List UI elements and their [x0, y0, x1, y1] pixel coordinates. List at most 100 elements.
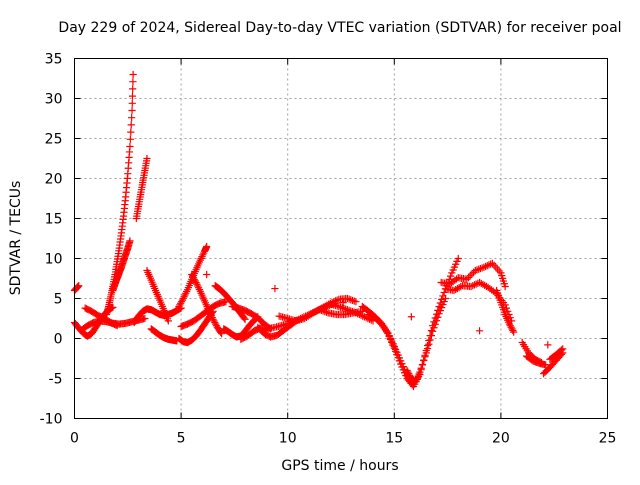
series-arc-d [81, 304, 121, 330]
data-point [388, 338, 396, 346]
data-point [112, 321, 120, 329]
data-point [542, 361, 550, 369]
series-arc-i [143, 266, 172, 325]
data-point [395, 357, 404, 365]
data-point [75, 282, 83, 290]
series-arc-j [147, 325, 181, 345]
data-point [384, 330, 392, 338]
data-point [129, 85, 137, 93]
data-point [498, 272, 506, 280]
data-point [416, 368, 424, 376]
data-point [399, 366, 407, 374]
data-point [390, 344, 398, 352]
data-point [435, 310, 443, 318]
series-arc-u [275, 294, 360, 325]
data-point [439, 300, 447, 309]
data-point [438, 304, 446, 312]
data-point [386, 335, 395, 344]
series-arc-n [177, 298, 230, 331]
y-tick-label: 35 [45, 52, 63, 68]
series-arc-f [109, 237, 134, 295]
y-tick-label: -5 [49, 372, 63, 388]
data-point [423, 344, 432, 353]
data-point [441, 294, 450, 303]
data-point [501, 282, 509, 291]
data-point [418, 360, 427, 369]
data-point [127, 121, 135, 129]
series-arc-y [365, 254, 462, 391]
data-point [449, 266, 457, 274]
x-tick-label: 10 [279, 431, 297, 447]
data-point [440, 297, 448, 306]
data-point [398, 363, 406, 371]
data-point [440, 288, 448, 297]
data-point [544, 341, 552, 349]
data-point [109, 303, 117, 311]
data-point [407, 313, 415, 321]
data-point [453, 257, 461, 265]
data-point [497, 269, 505, 277]
series-arc-ag [546, 345, 567, 363]
data-point [127, 128, 135, 136]
data-point [510, 328, 518, 336]
series-isolated [203, 270, 552, 349]
y-axis-label: SDTVAR / TECUs [8, 181, 24, 296]
series-arc-ac [493, 286, 518, 336]
x-tick-label: 20 [492, 431, 510, 447]
data-point [450, 263, 459, 271]
data-point [499, 277, 508, 285]
data-point [499, 274, 507, 282]
series-arc-a [70, 282, 83, 295]
data-point [339, 299, 347, 307]
series-arc-q [228, 302, 275, 333]
data-point [385, 332, 393, 341]
x-tick-label: 5 [177, 431, 186, 447]
data-point [128, 99, 136, 107]
data-layer [70, 70, 567, 391]
y-tick-label: -10 [40, 412, 63, 428]
data-point [126, 135, 134, 143]
data-point [389, 341, 397, 349]
data-point [432, 317, 441, 325]
series-arc-aa [437, 259, 509, 291]
data-point [417, 364, 425, 372]
data-point [241, 315, 249, 323]
data-point [452, 260, 460, 268]
data-point [129, 70, 137, 79]
data-point [426, 336, 434, 344]
data-point [203, 242, 211, 251]
y-tick-label: 25 [45, 132, 63, 148]
data-point [126, 142, 134, 151]
data-point [431, 320, 439, 328]
data-point [271, 284, 279, 293]
y-tick-label: 30 [45, 92, 63, 108]
y-tick-label: 15 [45, 212, 63, 228]
data-point [559, 345, 567, 353]
data-point [446, 272, 455, 280]
data-point [128, 106, 136, 115]
data-point [427, 332, 435, 340]
data-point [352, 298, 360, 306]
data-point [500, 280, 508, 288]
series-arc-g [132, 154, 151, 223]
grid-layer [74, 58, 608, 419]
series-arc-h [130, 304, 185, 327]
data-point [430, 324, 438, 332]
series-arc-w [326, 300, 377, 325]
data-point [420, 356, 428, 365]
data-point [421, 353, 429, 361]
data-point [129, 78, 137, 86]
data-point [422, 349, 430, 357]
data-point [218, 330, 226, 338]
plot-frame [74, 58, 608, 419]
series-arc-ae [522, 352, 550, 369]
data-point [436, 307, 444, 315]
data-point [240, 314, 248, 322]
data-point [391, 347, 400, 355]
data-point [128, 92, 137, 100]
x-tick-label: 0 [70, 431, 79, 447]
y-tick-label: 10 [45, 252, 63, 268]
y-tick-label: 5 [54, 292, 63, 308]
